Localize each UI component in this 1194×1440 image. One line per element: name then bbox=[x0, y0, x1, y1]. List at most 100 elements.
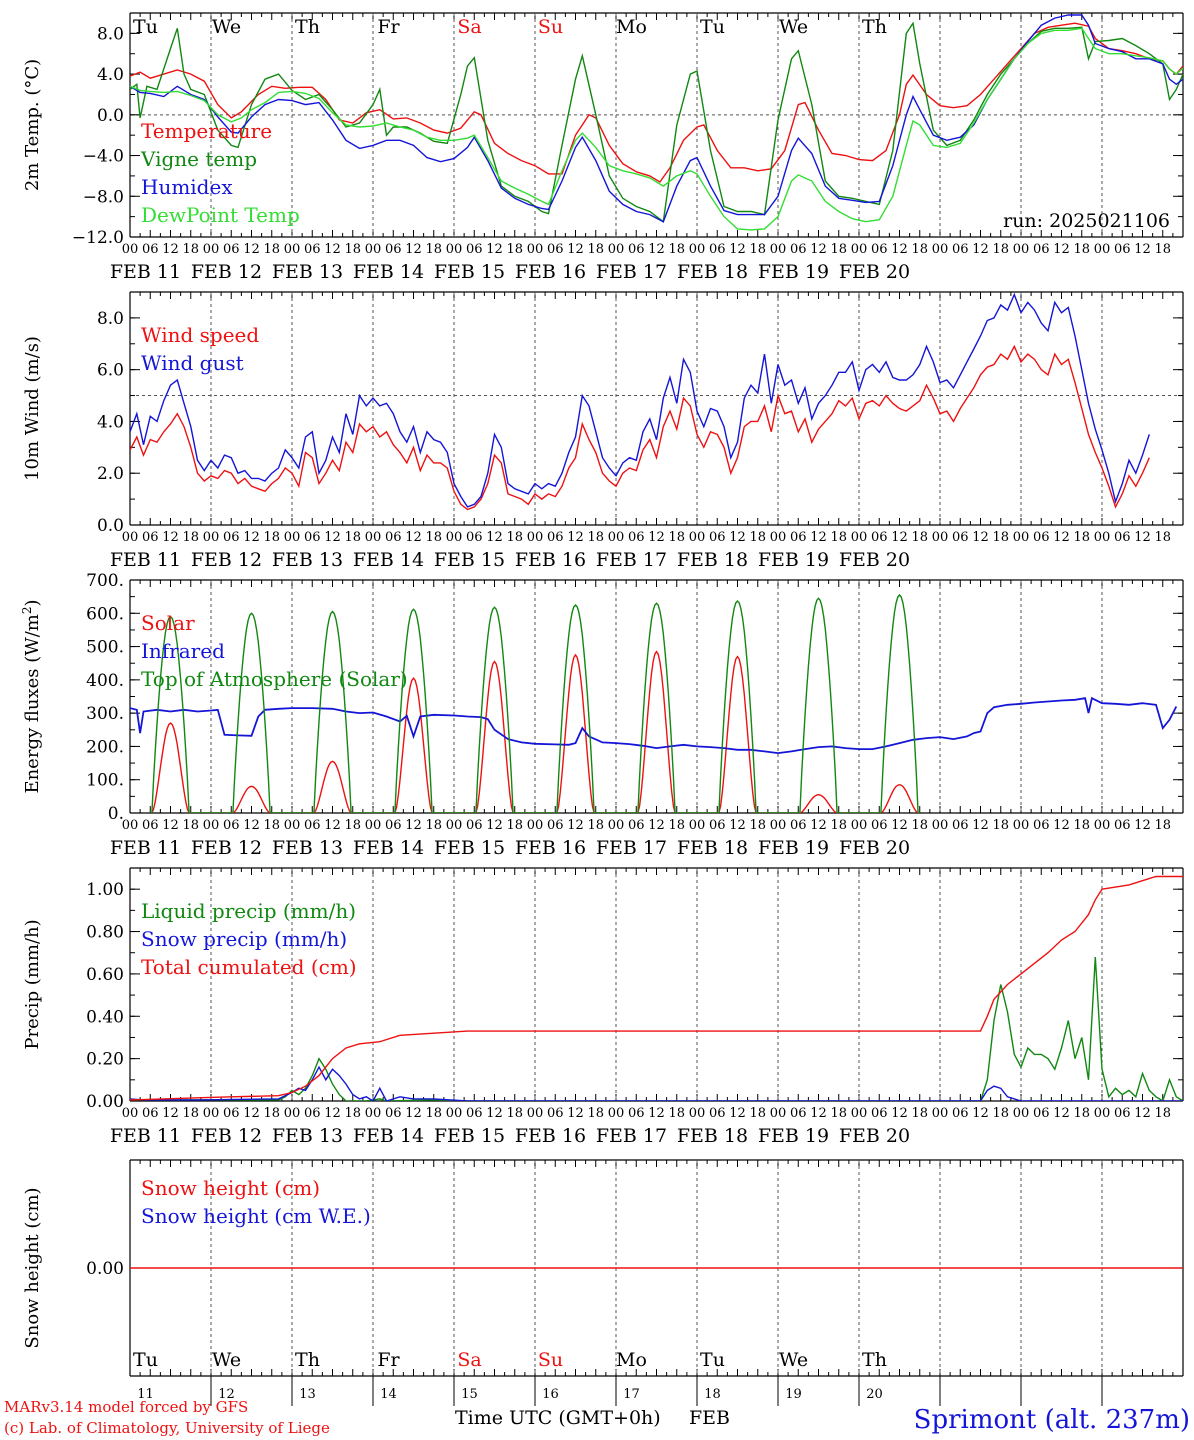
hour-tick-label: 18 bbox=[344, 242, 361, 257]
hour-tick-label: 00 bbox=[365, 242, 382, 257]
hour-tick-label: 18 bbox=[182, 1106, 199, 1121]
hour-tick-label: 12 bbox=[324, 1106, 341, 1121]
hour-tick-label: 18 bbox=[506, 818, 523, 833]
hour-tick-label: 00 bbox=[122, 242, 139, 257]
hour-tick-label: 12 bbox=[486, 242, 503, 257]
hour-tick-label: 12 bbox=[1053, 1106, 1070, 1121]
hour-tick-label: 06 bbox=[547, 818, 564, 833]
hour-tick-label: 12 bbox=[1134, 1106, 1151, 1121]
date-label: FEB 11 bbox=[110, 1125, 181, 1147]
date-label: FEB 13 bbox=[272, 837, 343, 859]
y-tick-label: −12.0 bbox=[72, 228, 124, 248]
date-label: FEB 20 bbox=[839, 261, 910, 283]
series-line-infrared bbox=[130, 696, 1178, 755]
day-number: 18 bbox=[704, 1387, 721, 1402]
hour-tick-label: 00 bbox=[689, 242, 706, 257]
hour-tick-label: 00 bbox=[527, 530, 544, 545]
hour-tick-label: 12 bbox=[648, 1106, 665, 1121]
hour-tick-label: 18 bbox=[506, 242, 523, 257]
hour-tick-label: 06 bbox=[547, 242, 564, 257]
date-label: FEB 13 bbox=[272, 549, 343, 571]
hour-tick-label: 12 bbox=[1053, 818, 1070, 833]
hour-tick-label: 00 bbox=[770, 530, 787, 545]
day-number: 17 bbox=[623, 1387, 640, 1402]
y-axis-label: Precip (mm/h) bbox=[22, 919, 43, 1049]
hour-tick-label: 18 bbox=[749, 1106, 766, 1121]
hour-tick-label: 06 bbox=[466, 530, 483, 545]
hour-tick-label: 06 bbox=[952, 530, 969, 545]
hour-tick-label: 06 bbox=[1114, 530, 1131, 545]
y-tick-label: 600. bbox=[86, 604, 124, 624]
y-tick-label: 6.0 bbox=[97, 361, 124, 381]
legend-entry: Liquid precip (mm/h) bbox=[141, 899, 356, 923]
hour-tick-label: 12 bbox=[324, 530, 341, 545]
hour-tick-label: 06 bbox=[871, 818, 888, 833]
hour-tick-label: 06 bbox=[1033, 242, 1050, 257]
hour-tick-label: 12 bbox=[1134, 530, 1151, 545]
hour-tick-label: 06 bbox=[952, 1106, 969, 1121]
legend-entry: Humidex bbox=[141, 175, 233, 199]
legend-entry: Wind speed bbox=[141, 323, 259, 347]
hour-tick-label: 00 bbox=[365, 818, 382, 833]
y-tick-label: 100. bbox=[86, 771, 124, 791]
hour-tick-label: 00 bbox=[284, 242, 301, 257]
hour-tick-label: 18 bbox=[182, 242, 199, 257]
hour-tick-label: 18 bbox=[749, 818, 766, 833]
hour-tick-label: 06 bbox=[952, 818, 969, 833]
hour-tick-label: 00 bbox=[689, 818, 706, 833]
hour-tick-label: 06 bbox=[790, 818, 807, 833]
hour-tick-label: 12 bbox=[648, 818, 665, 833]
hour-tick-label: 18 bbox=[830, 242, 847, 257]
hour-tick-label: 18 bbox=[911, 1106, 928, 1121]
date-label: FEB 13 bbox=[272, 261, 343, 283]
hour-tick-label: 06 bbox=[223, 818, 240, 833]
day-number: 19 bbox=[785, 1387, 802, 1402]
x-axis-label: Time UTC (GMT+0h) bbox=[455, 1407, 661, 1429]
legend-entry: DewPoint Temp bbox=[141, 203, 300, 227]
hour-tick-label: 06 bbox=[142, 818, 159, 833]
hour-tick-label: 18 bbox=[182, 530, 199, 545]
hour-tick-label: 00 bbox=[608, 1106, 625, 1121]
hour-tick-label: 06 bbox=[142, 1106, 159, 1121]
hour-tick-label: 18 bbox=[668, 818, 685, 833]
hour-tick-label: 12 bbox=[810, 242, 827, 257]
hour-tick-label: 06 bbox=[466, 242, 483, 257]
hour-tick-label: 06 bbox=[304, 242, 321, 257]
hour-tick-label: 00 bbox=[1013, 530, 1030, 545]
date-label: FEB 17 bbox=[596, 1125, 667, 1147]
hour-tick-label: 18 bbox=[830, 818, 847, 833]
hour-tick-label: 18 bbox=[263, 242, 280, 257]
hour-tick-label: 06 bbox=[709, 1106, 726, 1121]
hour-tick-label: 12 bbox=[729, 818, 746, 833]
hour-tick-label: 12 bbox=[891, 242, 908, 257]
plot-area bbox=[130, 292, 1150, 511]
date-label: FEB 11 bbox=[110, 261, 181, 283]
panel-energy: 0. 100. 200. 300. 400. 500. 600. 700. Energy flu… bbox=[20, 571, 1184, 859]
day-name-bottom: Sa bbox=[457, 1349, 481, 1371]
y-tick-label: 0.0 bbox=[97, 516, 124, 536]
day-name-bottom: Tu bbox=[133, 1349, 158, 1371]
hour-tick-label: 18 bbox=[1073, 530, 1090, 545]
plot-area bbox=[130, 593, 1178, 813]
y-tick-label: 0.80 bbox=[86, 923, 124, 943]
hour-tick-label: 00 bbox=[851, 818, 868, 833]
y-tick-label: 0.20 bbox=[86, 1050, 124, 1070]
hour-tick-label: 06 bbox=[709, 530, 726, 545]
date-label: FEB 16 bbox=[515, 549, 586, 571]
legend-entry: Top of Atmosphere (Solar) bbox=[141, 667, 408, 691]
hour-tick-label: 00 bbox=[689, 1106, 706, 1121]
hour-tick-label: 00 bbox=[1094, 818, 1111, 833]
day-name: Fr bbox=[377, 16, 400, 38]
y-axis-label: 2m Temp. (°C) bbox=[22, 59, 43, 191]
hour-tick-label: 06 bbox=[1114, 1106, 1131, 1121]
hour-tick-label: 00 bbox=[689, 530, 706, 545]
hour-tick-label: 12 bbox=[810, 1106, 827, 1121]
hour-tick-label: 18 bbox=[425, 530, 442, 545]
date-label: FEB 16 bbox=[515, 837, 586, 859]
date-label: FEB 12 bbox=[191, 261, 262, 283]
date-label: FEB 15 bbox=[434, 1125, 505, 1147]
date-label: FEB 14 bbox=[353, 1125, 424, 1147]
hour-tick-label: 12 bbox=[729, 530, 746, 545]
date-label: FEB 11 bbox=[110, 549, 181, 571]
hour-tick-label: 12 bbox=[243, 1106, 260, 1121]
